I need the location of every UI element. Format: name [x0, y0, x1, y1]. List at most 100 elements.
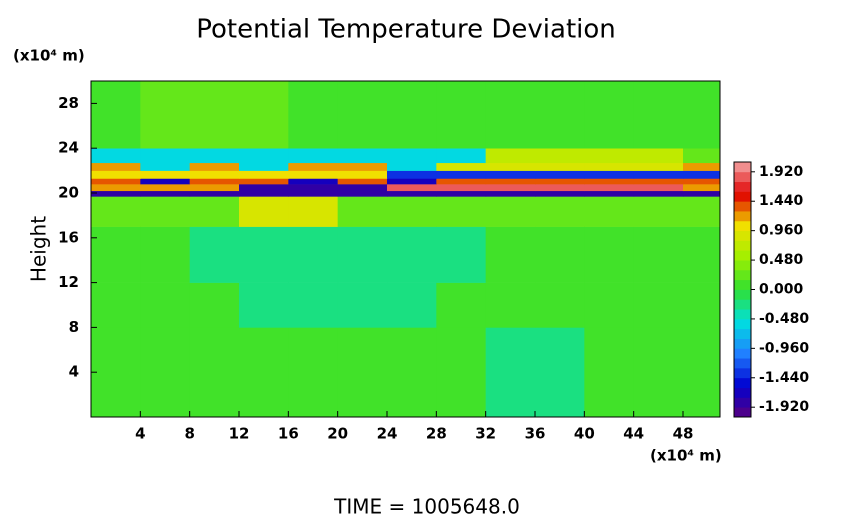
field-cell [485, 148, 536, 164]
colorbar-swatch [734, 309, 751, 320]
colorbar-swatch [734, 367, 751, 379]
field-cell [633, 178, 684, 185]
field-cell [140, 148, 191, 164]
field-cell [387, 226, 437, 283]
field-cell [288, 148, 339, 164]
x-tick-label: 32 [475, 425, 496, 443]
field-cell [140, 196, 191, 227]
colorbar-swatch [734, 240, 751, 251]
colorbar-swatch [734, 191, 751, 202]
field-cell [436, 148, 487, 164]
field-cell [239, 162, 289, 171]
field-cell [584, 81, 635, 149]
field-cell [288, 81, 339, 149]
field-cell [584, 184, 635, 192]
field-cell [436, 196, 487, 227]
chart-title: Potential Temperature Deviation [196, 15, 616, 45]
field-cell [584, 196, 635, 227]
field-cell [288, 226, 339, 283]
field-cell [140, 184, 191, 192]
field-cell [535, 196, 585, 227]
colorbar-swatch [734, 250, 751, 261]
field-cell [633, 81, 684, 149]
plot-frame [90, 80, 721, 418]
field-cell [535, 148, 585, 164]
colorbar-swatch [734, 162, 751, 173]
field-cell [337, 184, 388, 192]
colorbar-swatch [734, 279, 751, 290]
field-cell [387, 162, 437, 171]
field-cell [189, 196, 240, 227]
field-cell [288, 170, 339, 179]
field-cell [485, 81, 536, 149]
field-cell [189, 178, 240, 185]
field-cell [683, 196, 721, 227]
colorbar-tick-label: 1.920 [759, 164, 804, 180]
field-cell [584, 327, 635, 418]
field-cell [683, 327, 721, 418]
field-cell [91, 178, 141, 185]
y-axis-label: Height [27, 216, 51, 282]
field-cell [239, 184, 289, 192]
field-cell [239, 148, 289, 164]
field-cell [436, 178, 487, 185]
field-cell [337, 178, 388, 185]
colorbar-swatch [734, 201, 751, 212]
field-cell [633, 327, 684, 418]
field-cell [387, 81, 437, 149]
field-cell [91, 226, 141, 283]
field-cell [189, 148, 240, 164]
field-cell [91, 282, 141, 328]
field-cell [91, 148, 141, 164]
x-tick-label: 8 [184, 425, 194, 443]
colorbar-tick-label: -1.440 [759, 370, 809, 386]
field-cell [535, 170, 585, 179]
field-cell [535, 162, 585, 171]
field-cell [436, 226, 487, 283]
field-cell [239, 327, 289, 418]
field-cell [436, 170, 487, 179]
field-cell [683, 162, 721, 171]
y-tick-label: 24 [58, 139, 79, 157]
field-cell [189, 327, 240, 418]
y-tick-label: 12 [58, 273, 79, 291]
field-cell [584, 282, 635, 328]
field-cell [337, 226, 388, 283]
field-cell [584, 170, 635, 179]
field-cell [387, 170, 437, 179]
field-cell [436, 190, 487, 197]
field-cell [239, 282, 289, 328]
field-cell [485, 196, 536, 227]
field-cell [140, 190, 191, 197]
x-tick-label: 4 [135, 425, 145, 443]
x-tick-label: 12 [229, 425, 250, 443]
field-cell [584, 190, 635, 197]
x-tick-label: 16 [278, 425, 299, 443]
colorbar-tick-label: 0.960 [759, 223, 804, 239]
field-cell [140, 327, 191, 418]
field-cell [633, 190, 684, 197]
field-cell [683, 178, 721, 185]
colorbar-swatch [734, 318, 751, 330]
field-cell [337, 196, 388, 227]
colorbar-tick-label: 1.440 [759, 193, 804, 209]
field-cell [140, 162, 191, 171]
colorbar-swatch [734, 299, 751, 310]
field-cell [387, 282, 437, 328]
field-cell [683, 282, 721, 328]
field-cell [239, 190, 289, 197]
field-cell [337, 81, 388, 149]
x-tick-label: 40 [574, 425, 595, 443]
field-cell [633, 162, 684, 171]
colorbar-swatch [734, 358, 751, 369]
field-cell [436, 282, 487, 328]
field-cell [535, 178, 585, 185]
field-cell [485, 327, 536, 418]
y-tick-label: 16 [58, 228, 79, 246]
field-cell [633, 282, 684, 328]
field-cell [189, 190, 240, 197]
field-cell [633, 170, 684, 179]
field-cell [189, 162, 240, 171]
field-cell [337, 170, 388, 179]
y-tick-label: 20 [58, 184, 79, 202]
